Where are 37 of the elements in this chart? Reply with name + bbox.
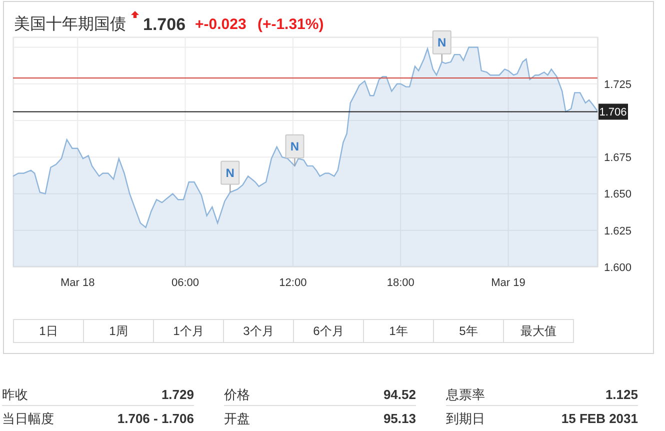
x-tick-label: 18:00 [386, 276, 414, 289]
text: 1.125 [605, 386, 638, 404]
text: 94.52 [383, 386, 416, 404]
text: 1.706 - 1.706 [117, 410, 194, 428]
range-button[interactable]: 1周 [83, 319, 154, 343]
text: 到期日 [446, 410, 485, 428]
text: +-0.023 (+-1.31%) [195, 15, 324, 35]
range-button[interactable]: 最大值 [503, 319, 574, 343]
ref-line-label: 1.706 [599, 106, 627, 119]
annotation: N [438, 36, 446, 50]
x-tick-label: Mar 19 [491, 276, 526, 289]
text: 息票率 [446, 386, 485, 404]
range-button[interactable]: 5年 [433, 319, 504, 343]
text: 昨收 [2, 386, 28, 404]
text: 15 FEB 2031 [561, 410, 638, 428]
y-tick-label: 1.725 [604, 78, 632, 91]
text: 95.13 [383, 410, 416, 428]
annotation: N [290, 140, 300, 154]
range-button[interactable]: 1日 [13, 319, 84, 343]
range-button[interactable]: 3个月 [223, 319, 294, 343]
y-tick-label: 1.625 [604, 225, 632, 238]
range-button[interactable]: 1年 [363, 319, 434, 343]
x-tick-label: Mar 18 [60, 276, 95, 289]
range-button[interactable]: 6个月 [293, 319, 364, 343]
chart-title: 美国十年期国债 [14, 14, 126, 35]
chart-subtitle: 1.706 [143, 14, 186, 36]
text: 价格 [224, 386, 250, 404]
x-tick-label: 12:00 [279, 276, 307, 289]
text: 开盘 [224, 410, 250, 428]
annotation: N [226, 166, 234, 180]
text: 1.729 [161, 386, 194, 404]
x-tick-label: 06:00 [172, 276, 200, 289]
y-tick-label: 1.675 [604, 152, 632, 164]
range-button[interactable]: 1个月 [153, 319, 224, 343]
y-tick-label: 1.600 [604, 262, 632, 274]
text: 当日幅度 [2, 410, 54, 428]
y-tick-label: 1.650 [604, 188, 632, 201]
